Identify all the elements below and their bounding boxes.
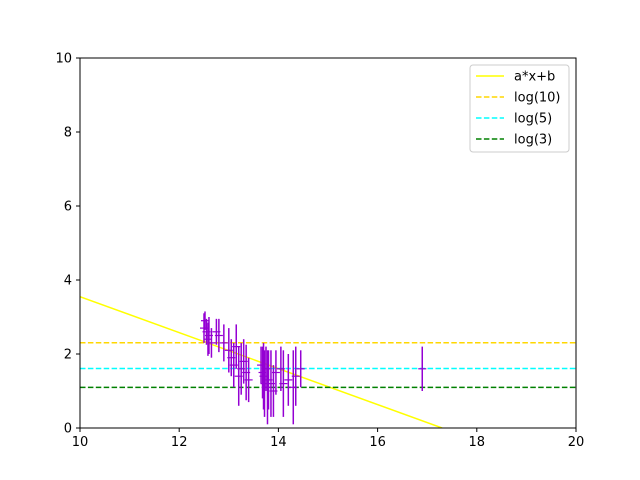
legend-label-1: log(10) bbox=[514, 91, 561, 106]
legend-label-3: log(3) bbox=[514, 133, 552, 148]
x-tick-label-4: 18 bbox=[469, 435, 486, 450]
x-tick-label-5: 20 bbox=[568, 435, 585, 450]
axes-layer: 10 12 14 16 18 20 0 2 4 6 8 10 bbox=[55, 52, 584, 451]
legend-box bbox=[469, 64, 570, 153]
x-tick-label-0: 10 bbox=[72, 435, 89, 450]
x-tick-label-1: 12 bbox=[171, 435, 188, 450]
y-tick-label-4: 8 bbox=[64, 126, 72, 141]
x-tick-label-2: 14 bbox=[270, 435, 287, 450]
y-tick-label-1: 2 bbox=[64, 348, 72, 363]
legend-label-2: log(5) bbox=[514, 112, 552, 127]
y-tick-label-2: 4 bbox=[64, 274, 72, 289]
legend: a*x+b log(10) log(5) log(3) bbox=[469, 64, 570, 153]
x-tick-label-3: 16 bbox=[369, 435, 386, 450]
legend-label-0: a*x+b bbox=[514, 70, 555, 85]
y-tick-label-0: 0 bbox=[64, 422, 72, 437]
data-layer bbox=[80, 295, 576, 428]
axes-frame bbox=[79, 57, 577, 429]
y-tick-label-3: 6 bbox=[64, 200, 72, 215]
y-tick-label-5: 10 bbox=[55, 52, 72, 67]
